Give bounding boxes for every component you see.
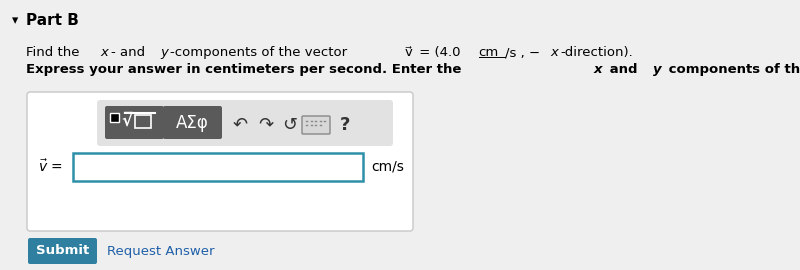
Text: ?: ? xyxy=(340,116,350,134)
Text: ↶: ↶ xyxy=(233,116,248,134)
Text: x: x xyxy=(550,46,558,59)
FancyBboxPatch shape xyxy=(105,106,164,139)
Text: -direction).: -direction). xyxy=(560,46,633,59)
Text: ↷: ↷ xyxy=(258,116,273,134)
Text: = (4.0: = (4.0 xyxy=(414,46,464,59)
FancyBboxPatch shape xyxy=(163,106,222,139)
Text: ▾: ▾ xyxy=(12,14,18,27)
Text: √̅: √̅ xyxy=(121,112,132,130)
Text: y: y xyxy=(653,63,662,76)
Text: $\vec{v}$ =: $\vec{v}$ = xyxy=(38,159,62,175)
Text: Submit: Submit xyxy=(36,245,89,258)
Text: ↺: ↺ xyxy=(282,116,297,134)
Text: x: x xyxy=(101,46,108,59)
FancyBboxPatch shape xyxy=(73,153,363,181)
Text: x: x xyxy=(594,63,602,76)
FancyBboxPatch shape xyxy=(97,100,393,146)
FancyBboxPatch shape xyxy=(28,238,97,264)
Text: Find the: Find the xyxy=(26,46,84,59)
FancyBboxPatch shape xyxy=(110,113,119,122)
Text: /s , −: /s , − xyxy=(505,46,540,59)
FancyBboxPatch shape xyxy=(27,92,413,231)
Text: cm/s: cm/s xyxy=(371,160,404,174)
Text: - and: - and xyxy=(110,46,149,59)
FancyBboxPatch shape xyxy=(135,115,151,128)
Text: v⃗: v⃗ xyxy=(404,46,412,59)
FancyBboxPatch shape xyxy=(302,116,330,134)
Text: y: y xyxy=(160,46,168,59)
Text: AΣφ: AΣφ xyxy=(176,113,209,131)
Text: Express your answer in centimeters per second. Enter the: Express your answer in centimeters per s… xyxy=(26,63,466,76)
Text: and: and xyxy=(605,63,642,76)
Text: components of the vector separated by a comma.: components of the vector separated by a … xyxy=(664,63,800,76)
Text: cm: cm xyxy=(478,46,499,59)
Text: -components of the vector: -components of the vector xyxy=(170,46,352,59)
Text: Part B: Part B xyxy=(26,13,79,28)
Text: Request Answer: Request Answer xyxy=(107,245,214,258)
